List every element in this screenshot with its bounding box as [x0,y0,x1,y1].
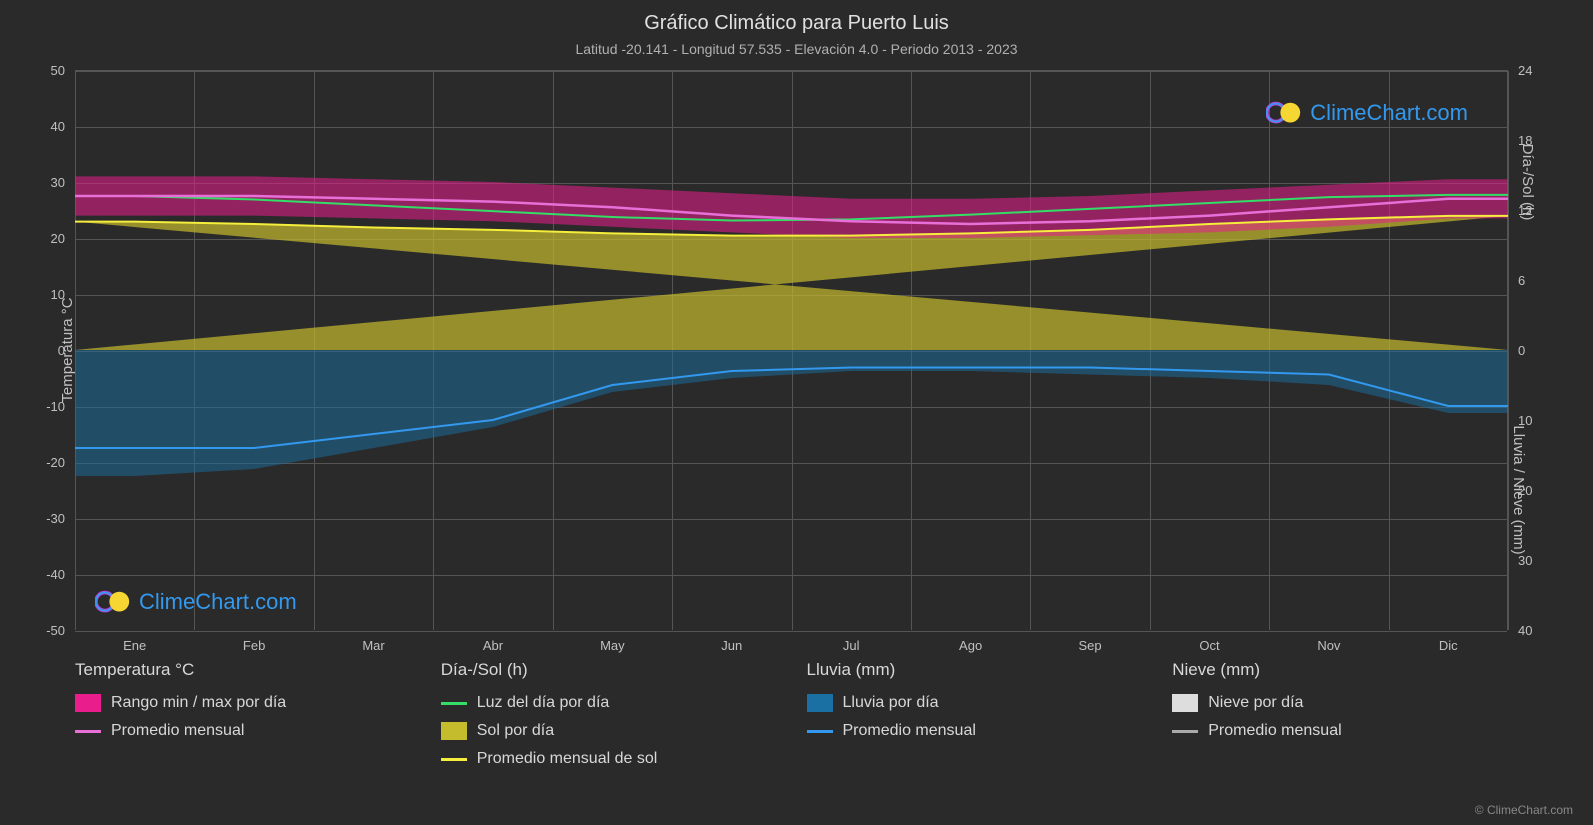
legend-label: Promedio mensual [111,722,244,740]
legend-item: Luz del día por día [441,694,777,712]
legend-label: Promedio mensual [1208,722,1341,740]
legend-item: Promedio mensual [75,722,411,740]
legend-header: Nieve (mm) [1172,660,1508,680]
legend-swatch [75,730,101,733]
x-tick-month: Feb [243,638,265,653]
x-tick-month: Jul [843,638,860,653]
legend-item: Nieve por día [1172,694,1508,712]
chart-subtitle: Latitud -20.141 - Longitud 57.535 - Elev… [0,35,1593,57]
legend-swatch [1172,730,1198,733]
legend-column: Lluvia (mm) Lluvia por día Promedio mensua… [807,660,1143,768]
legend-swatch [441,758,467,761]
x-tick-month: Ene [123,638,146,653]
legend-swatch [807,694,833,712]
y-tick-left: -30 [15,511,65,526]
y-tick-right-bottom: 40 [1518,623,1568,638]
legend-header: Lluvia (mm) [807,660,1143,680]
chart-title: Gráfico Climático para Puerto Luis [0,0,1593,35]
legend-header: Día-/Sol (h) [441,660,777,680]
climechart-logo-icon [1266,100,1302,126]
x-tick-month: Oct [1199,638,1219,653]
legend-column: Nieve (mm) Nieve por día Promedio mensual [1172,660,1508,768]
legend-column: Temperatura °C Rango min / max por día Pro… [75,660,411,768]
legend-swatch [441,722,467,740]
legend-item: Promedio mensual [807,722,1143,740]
legend-label: Promedio mensual de sol [477,750,658,768]
y-tick-left: -40 [15,567,65,582]
legend-column: Día-/Sol (h) Luz del día por día Sol por d… [441,660,777,768]
y-tick-right-bottom: 20 [1518,483,1568,498]
climechart-logo-icon [95,589,131,615]
legend-label: Promedio mensual [843,722,976,740]
legend-label: Lluvia por día [843,694,939,712]
x-tick-month: Mar [362,638,384,653]
y-tick-left: 20 [15,231,65,246]
x-tick-month: Abr [483,638,503,653]
watermark-text: ClimeChart.com [1310,100,1468,126]
legend-item: Lluvia por día [807,694,1143,712]
y-tick-right-top: 24 [1518,63,1568,78]
x-tick-month: Sep [1078,638,1101,653]
watermark-top: ClimeChart.com [1266,100,1468,126]
legend-label: Sol por día [477,722,554,740]
chart-area: Temperatura °C Día-/Sol (h) Lluvia / Nie… [75,70,1508,630]
legend-header: Temperatura °C [75,660,411,680]
legend-item: Sol por día [441,722,777,740]
y-tick-right-top: 6 [1518,273,1568,288]
y-tick-left: 40 [15,119,65,134]
y-tick-left: -50 [15,623,65,638]
x-tick-month: Nov [1317,638,1340,653]
y-tick-left: 0 [15,343,65,358]
legend-label: Rango min / max por día [111,694,286,712]
legend: Temperatura °C Rango min / max por día Pro… [75,660,1508,768]
y-tick-left: -10 [15,399,65,414]
x-tick-month: Dic [1439,638,1458,653]
copyright: © ClimeChart.com [1475,803,1573,817]
y-tick-left: 10 [15,287,65,302]
legend-label: Nieve por día [1208,694,1303,712]
y-tick-right-top: 18 [1518,133,1568,148]
watermark-bottom: ClimeChart.com [95,589,297,615]
legend-item: Rango min / max por día [75,694,411,712]
x-tick-month: May [600,638,625,653]
data-layer [75,70,1508,630]
legend-swatch [441,702,467,705]
watermark-text: ClimeChart.com [139,589,297,615]
legend-swatch [807,730,833,733]
legend-item: Promedio mensual de sol [441,750,777,768]
y-tick-left: -20 [15,455,65,470]
x-tick-month: Jun [721,638,742,653]
legend-swatch [1172,694,1198,712]
legend-label: Luz del día por día [477,694,610,712]
y-tick-left: 50 [15,63,65,78]
y-tick-right-top: 12 [1518,203,1568,218]
legend-item: Promedio mensual [1172,722,1508,740]
y-tick-right-bottom: 30 [1518,553,1568,568]
y-tick-right-top: 0 [1518,343,1568,358]
y-tick-right-bottom: 10 [1518,413,1568,428]
x-tick-month: Ago [959,638,982,653]
legend-swatch [75,694,101,712]
y-tick-left: 30 [15,175,65,190]
